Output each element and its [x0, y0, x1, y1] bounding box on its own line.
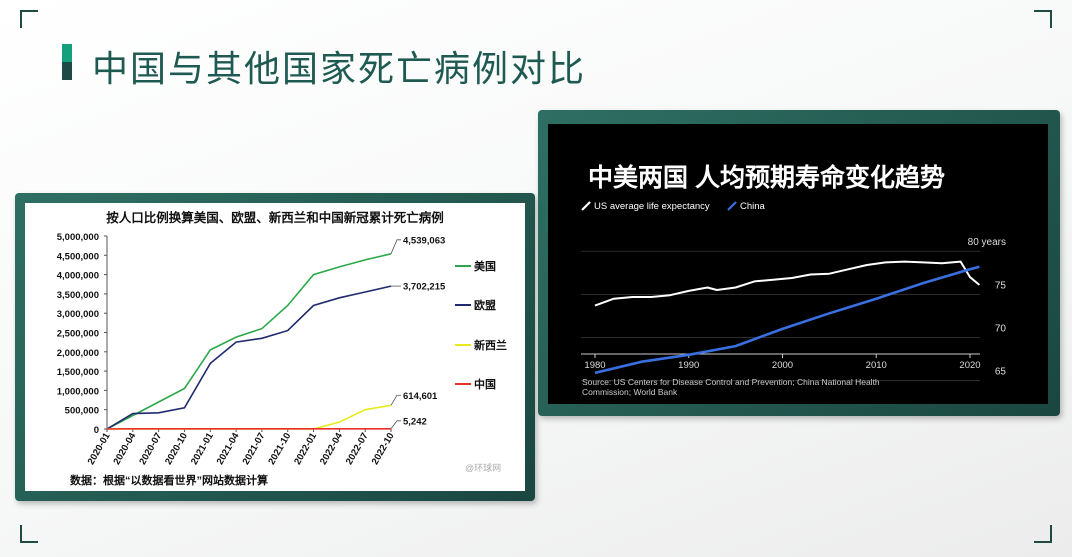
x-tick-label: 1990 — [678, 360, 699, 371]
x-tick-label: 2000 — [772, 360, 793, 371]
y-tick-label: 500,000 — [65, 406, 99, 417]
y-tick-label: 3,500,000 — [57, 290, 99, 301]
legend-swatch-us — [581, 201, 591, 211]
legend-label: 美国 — [474, 259, 496, 273]
series-line-us — [594, 260, 981, 307]
y-tick-label: 4,000,000 — [57, 271, 99, 282]
chart-title: 按人口比例换算美国、欧盟、新西兰和中国新冠累计死亡病例 — [106, 210, 444, 225]
chart-title: 中美两国 人均预期寿命变化趋势 — [588, 163, 945, 192]
chart-source: 数据：根据“以数据看世界”网站数据计算 — [70, 473, 268, 487]
x-tick-label: 2022-04 — [318, 430, 345, 466]
x-tick-label: 1980 — [584, 360, 605, 371]
data-label-end: 4,539,063 — [403, 235, 445, 246]
page-title: 中国与其他国家死亡病例对比 — [92, 49, 587, 90]
life-expectancy-chart: 中美两国 人均预期寿命变化趋势 US average life expectanc… — [581, 163, 1007, 397]
legend-label-us: US average life expectancy — [594, 201, 710, 212]
legend-label-china: China — [740, 201, 766, 212]
data-label-end: 614,601 — [403, 391, 438, 402]
covid-chart-frame: 按人口比例换算美国、欧盟、新西兰和中国新冠累计死亡病例 5,000,000 4,50… — [15, 193, 535, 501]
corner-bracket-top-left — [20, 10, 38, 28]
x-tick-label: 2022-07 — [344, 431, 371, 467]
y-tick-label: 80 years — [968, 237, 1006, 248]
y-tick-label: 2,000,000 — [57, 348, 99, 359]
data-label-end: 5,242 — [403, 416, 427, 427]
series-line-2 — [107, 404, 392, 430]
x-tick-label: 2020-04 — [111, 430, 138, 466]
series-line-0 — [106, 253, 392, 430]
y-tick-label: 2,500,000 — [57, 329, 99, 340]
legend-label: 新西兰 — [474, 338, 507, 352]
data-label-leader — [390, 420, 401, 430]
x-tick-label: 2021-07 — [241, 431, 268, 467]
x-tick-label: 2021-10 — [266, 431, 293, 467]
x-tick-label: 2021-01 — [189, 430, 216, 466]
series-line-china — [594, 265, 980, 375]
y-tick-label: 70 — [995, 324, 1007, 335]
x-tick-label: 2022-01 — [292, 430, 319, 466]
y-tick-label: 5,000,000 — [57, 232, 99, 243]
x-tick-label: 2020-07 — [137, 431, 164, 467]
y-tick-label: 75 — [995, 280, 1007, 291]
chart-source-line-1: Source: US Centers for Disease Control a… — [582, 377, 880, 387]
x-tick-label: 2021-04 — [215, 430, 242, 466]
x-tick-label: 2020 — [959, 360, 980, 371]
corner-bracket-top-right — [1034, 10, 1052, 28]
legend-label: 中国 — [474, 377, 496, 391]
data-label-end: 3,702,215 — [403, 282, 446, 293]
y-tick-label: 65 — [995, 367, 1007, 378]
y-tick-label: 3,000,000 — [57, 309, 99, 320]
title-accent-bar — [62, 44, 72, 80]
x-tick-label: 2010 — [866, 360, 887, 371]
life-expectancy-chart-frame: 中美两国 人均预期寿命变化趋势 US average life expectanc… — [538, 110, 1060, 416]
series-line-1 — [106, 285, 392, 430]
x-tick-label: 2020-01 — [86, 430, 113, 466]
x-tick-label: 2022-10 — [370, 431, 397, 467]
y-tick-label: 0 — [94, 425, 99, 436]
legend-swatch-china — [727, 201, 737, 211]
x-tick-label: 2020-10 — [163, 431, 190, 467]
y-tick-label: 1,000,000 — [57, 386, 99, 397]
chart-source-line-2: Commission; World Bank — [582, 387, 678, 397]
watermark: @环球网 — [465, 462, 501, 473]
corner-bracket-bottom-right — [1034, 525, 1052, 543]
covid-deaths-chart: 按人口比例换算美国、欧盟、新西兰和中国新冠累计死亡病例 5,000,000 4,50… — [57, 210, 507, 487]
y-tick-label: 4,500,000 — [57, 251, 99, 262]
y-tick-label: 1,500,000 — [57, 367, 99, 378]
corner-bracket-bottom-left — [20, 525, 38, 543]
data-label-leader — [390, 239, 401, 254]
legend-label: 欧盟 — [474, 298, 496, 312]
data-label-leader — [390, 394, 401, 406]
